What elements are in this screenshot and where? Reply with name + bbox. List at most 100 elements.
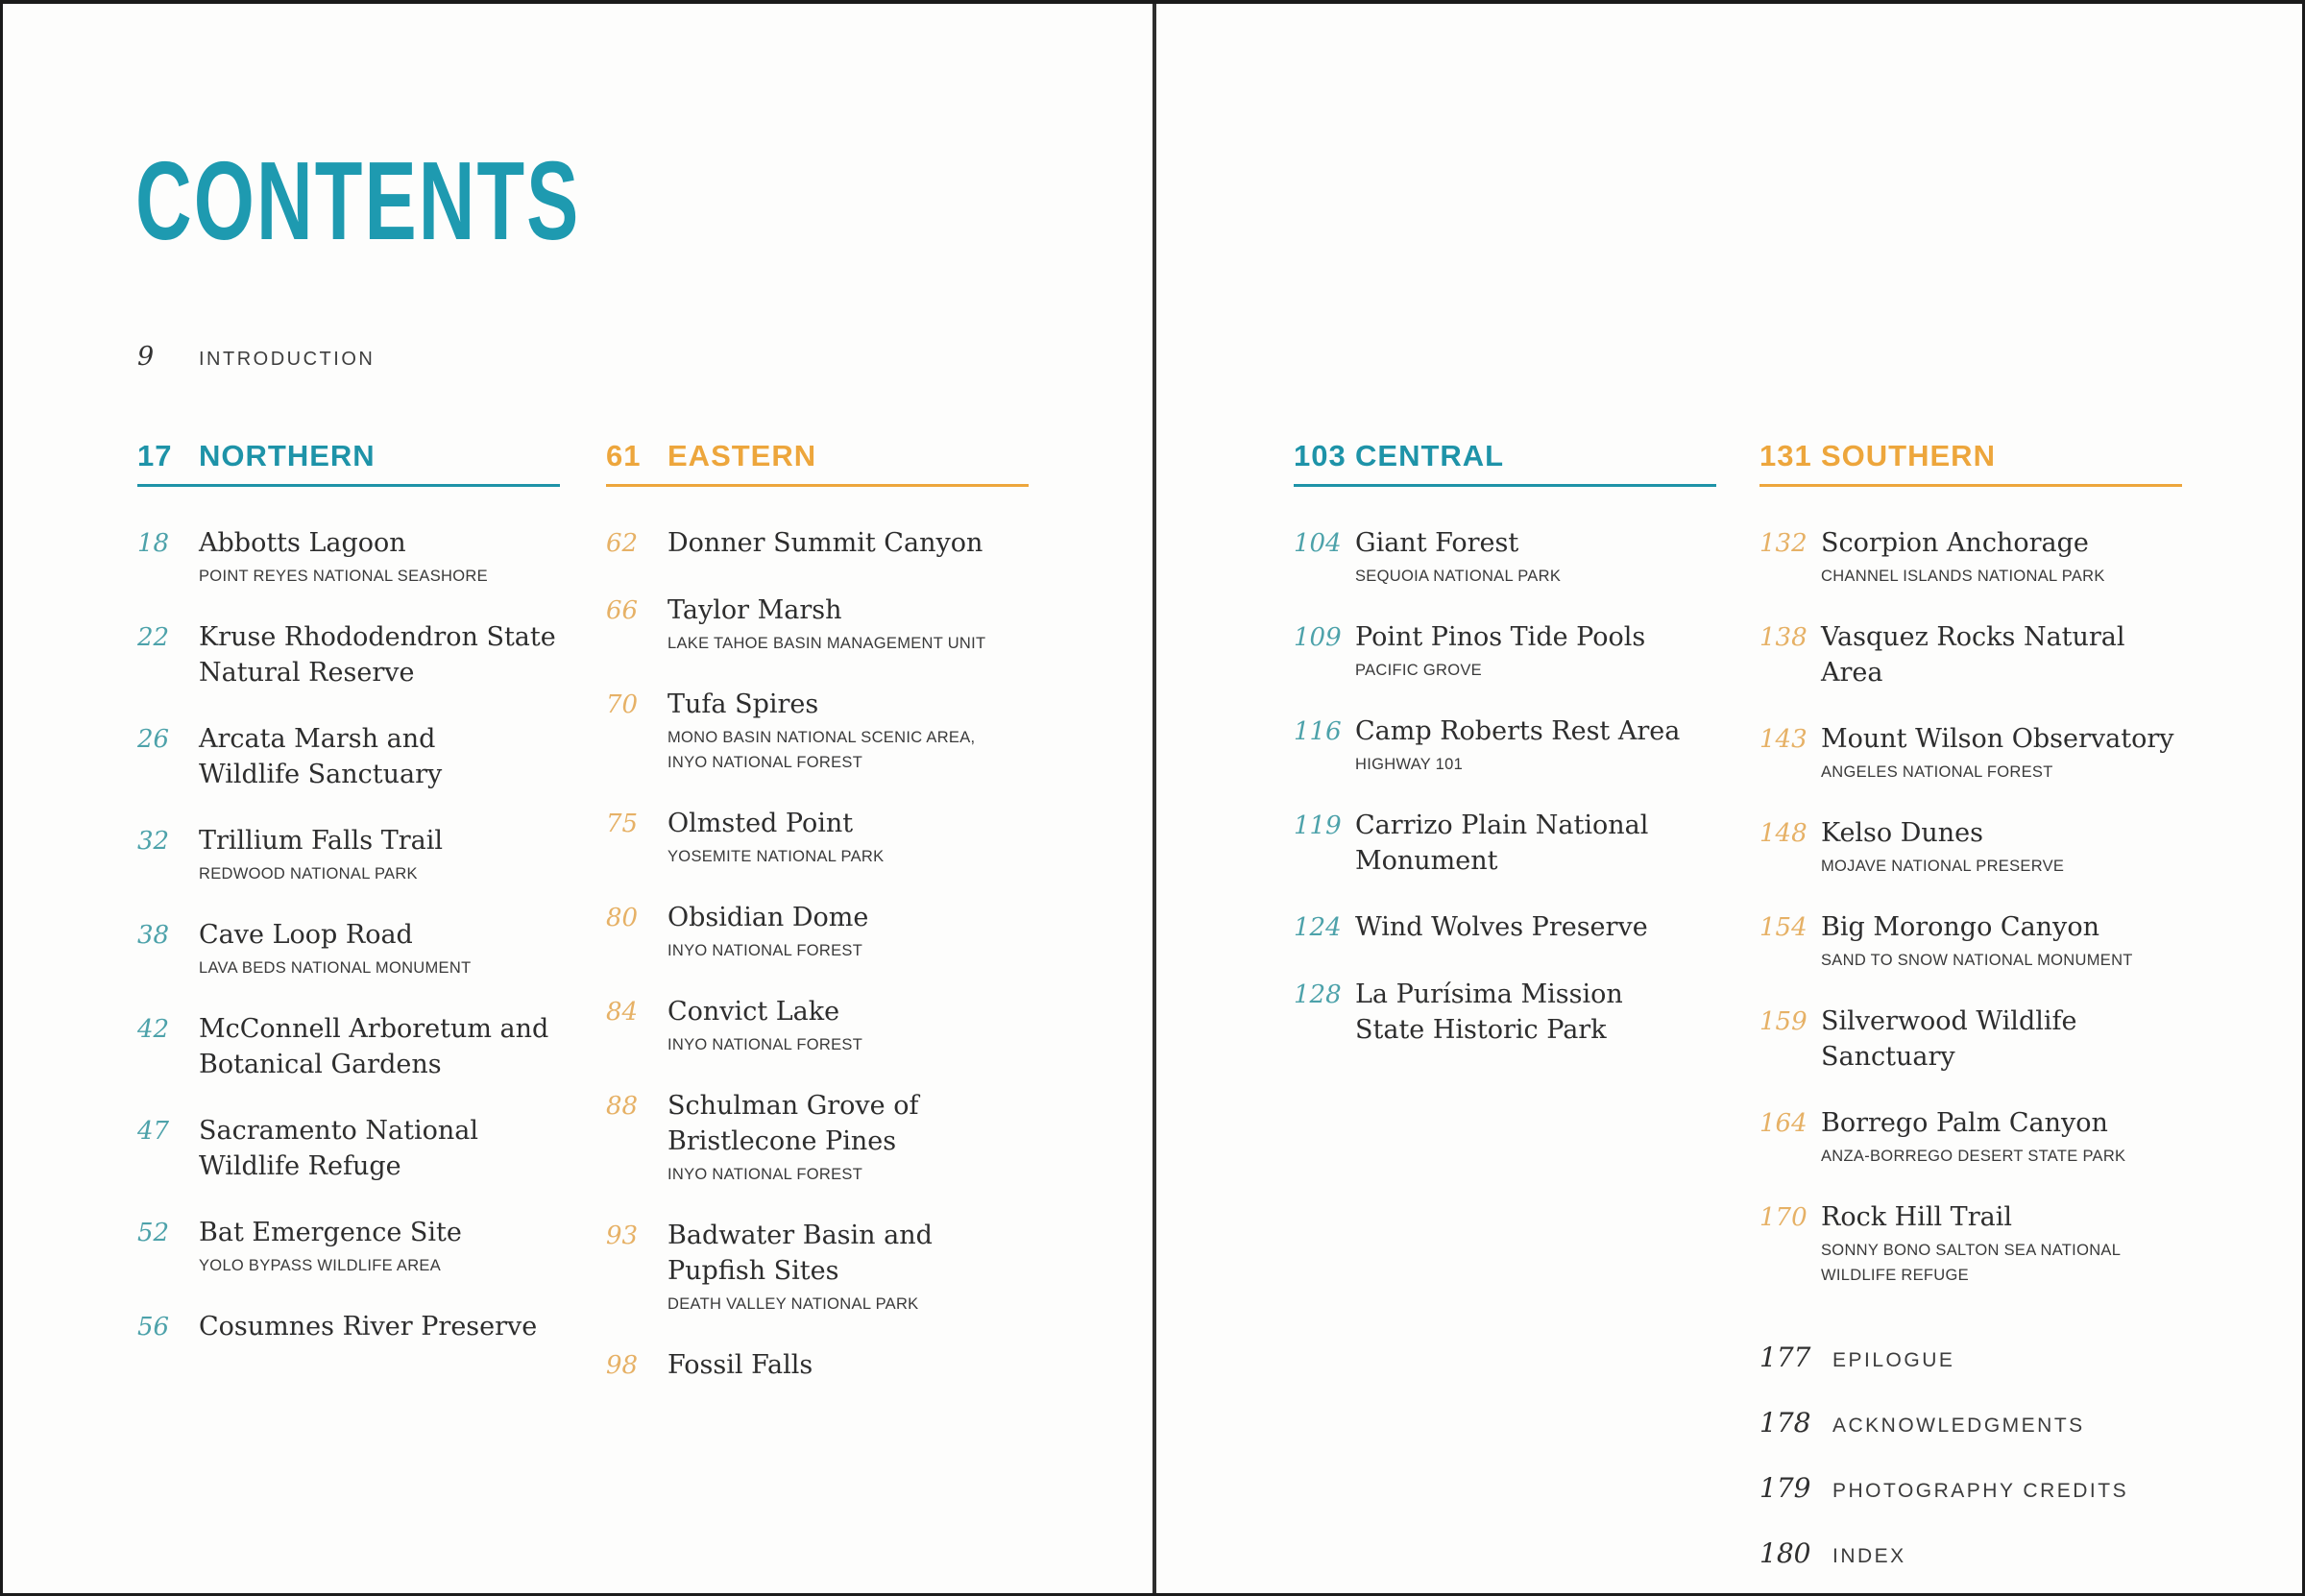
entry-page-number: 116 <box>1294 717 1342 746</box>
entry-title: Bat Emergence Site <box>199 1218 462 1247</box>
entry-text: Borrego Palm Canyon ANZA-BORREGO DESERT … <box>1821 1105 2182 1169</box>
toc-entry: 32 Trillium Falls Trail REDWOOD NATIONAL… <box>137 823 560 886</box>
entry-text: Tufa Spires MONO BASIN NATIONAL SCENIC A… <box>667 687 1029 775</box>
entry-page-number: 42 <box>137 1015 170 1044</box>
entry-page-number: 132 <box>1759 529 1808 558</box>
entry-title: Kruse Rhododendron State Natural Reserve <box>199 622 556 688</box>
entry-title: Scorpion Anchorage <box>1821 528 2089 558</box>
section-column-northern: 17 NORTHERN 18 Abbotts Lagoon POINT REYE… <box>137 441 560 1415</box>
entry-text: Giant Forest SEQUOIA NATIONAL PARK <box>1355 525 1716 589</box>
entry-title: Camp Roberts Rest Area <box>1355 716 1681 746</box>
entry-page-number: 159 <box>1759 1007 1808 1036</box>
toc-entry: 18 Abbotts Lagoon POINT REYES NATIONAL S… <box>137 525 560 589</box>
end-matter-row: 177 EPILOGUE <box>1759 1342 2182 1373</box>
section-page-number: 61 <box>606 439 642 472</box>
section-header: 103 CENTRAL <box>1294 441 1716 487</box>
entry-title: McConnell Arboretum and Botanical Garden… <box>199 1014 549 1079</box>
section-entry-list: 62 Donner Summit Canyon 66 Taylor Marsh … <box>606 525 1029 1384</box>
entry-title: Schulman Grove of Bristlecone Pines <box>667 1091 919 1156</box>
entry-title: Sacramento National Wildlife Refuge <box>199 1116 478 1181</box>
entry-title: Big Morongo Canyon <box>1821 912 2099 942</box>
toc-entry: 159 Silverwood Wildlife Sanctuary <box>1759 1004 2182 1075</box>
entry-text: Big Morongo Canyon SAND TO SNOW NATIONAL… <box>1821 909 2182 973</box>
toc-entry: 143 Mount Wilson Observatory ANGELES NAT… <box>1759 721 2182 785</box>
toc-entry: 128 La Purísima Mission State Historic P… <box>1294 977 1716 1048</box>
entry-page-number: 148 <box>1759 819 1808 848</box>
toc-entry: 132 Scorpion Anchorage CHANNEL ISLANDS N… <box>1759 525 2182 589</box>
entry-title: Borrego Palm Canyon <box>1821 1108 2108 1138</box>
section-title: NORTHERN <box>199 439 376 472</box>
section-title: SOUTHERN <box>1821 439 1996 472</box>
entry-subtitle: INYO NATIONAL FOREST <box>667 1166 863 1183</box>
entry-subtitle: MOJAVE NATIONAL PRESERVE <box>1821 858 2065 875</box>
entry-title: Badwater Basin and Pupfish Sites <box>667 1221 933 1286</box>
entry-text: Badwater Basin and Pupfish Sites DEATH V… <box>667 1218 1029 1317</box>
entry-title: Rock Hill Trail <box>1821 1202 2012 1232</box>
entry-title: Cave Loop Road <box>199 920 413 950</box>
toc-entry: 47 Sacramento National Wildlife Refuge <box>137 1113 560 1184</box>
end-matter: 177 EPILOGUE 178 ACKNOWLEDGMENTS 179 PHO… <box>1759 1342 2182 1569</box>
toc-entry: 66 Taylor Marsh LAKE TAHOE BASIN MANAGEM… <box>606 592 1029 656</box>
entry-subtitle: CHANNEL ISLANDS NATIONAL PARK <box>1821 568 2105 585</box>
section-header: 17 NORTHERN <box>137 441 560 487</box>
entry-page-number: 62 <box>606 529 639 558</box>
entry-text: Convict Lake INYO NATIONAL FOREST <box>667 994 1029 1057</box>
section-entry-list: 18 Abbotts Lagoon POINT REYES NATIONAL S… <box>137 525 560 1345</box>
entry-page-number: 84 <box>606 998 639 1027</box>
entry-page-number: 88 <box>606 1092 639 1121</box>
entry-title: Cosumnes River Preserve <box>199 1312 538 1342</box>
entry-subtitle: PACIFIC GROVE <box>1355 662 1482 679</box>
entry-subtitle: SEQUOIA NATIONAL PARK <box>1355 568 1562 585</box>
section-header: 61 EASTERN <box>606 441 1029 487</box>
entry-text: Scorpion Anchorage CHANNEL ISLANDS NATIO… <box>1821 525 2182 589</box>
entry-text: Rock Hill Trail SONNY BONO SALTON SEA NA… <box>1821 1199 2182 1288</box>
entry-page-number: 170 <box>1759 1203 1808 1232</box>
section-page-number: 131 <box>1759 439 1812 472</box>
entry-page-number: 128 <box>1294 980 1342 1009</box>
end-matter-label: PHOTOGRAPHY CREDITS <box>1832 1480 2129 1502</box>
entry-page-number: 98 <box>606 1351 639 1380</box>
end-matter-label: ACKNOWLEDGMENTS <box>1832 1415 2085 1437</box>
entry-page-number: 154 <box>1759 913 1808 942</box>
entry-page-number: 93 <box>606 1221 639 1250</box>
toc-entry: 98 Fossil Falls <box>606 1347 1029 1384</box>
entry-title: Wind Wolves Preserve <box>1355 912 1648 942</box>
entry-text: Kruse Rhododendron State Natural Reserve <box>199 619 560 690</box>
contents-title: CONTENTS <box>135 138 581 263</box>
entry-page-number: 80 <box>606 904 639 932</box>
entry-text: Cave Loop Road LAVA BEDS NATIONAL MONUME… <box>199 917 560 980</box>
toc-entry: 148 Kelso Dunes MOJAVE NATIONAL PRESERVE <box>1759 815 2182 879</box>
introduction-page-number: 9 <box>137 342 155 372</box>
entry-text: Abbotts Lagoon POINT REYES NATIONAL SEAS… <box>199 525 560 589</box>
toc-entry: 80 Obsidian Dome INYO NATIONAL FOREST <box>606 900 1029 963</box>
entry-text: Carrizo Plain National Monument <box>1355 808 1716 879</box>
toc-entry: 93 Badwater Basin and Pupfish Sites DEAT… <box>606 1218 1029 1317</box>
entry-subtitle: INYO NATIONAL FOREST <box>667 942 863 959</box>
entry-page-number: 66 <box>606 596 639 625</box>
section-column-southern: 131 SOUTHERN 132 Scorpion Anchorage CHAN… <box>1759 439 2182 1593</box>
toc-entry: 56 Cosumnes River Preserve <box>137 1309 560 1345</box>
section-entry-list: 104 Giant Forest SEQUOIA NATIONAL PARK 1… <box>1294 525 1716 1048</box>
entry-title: Obsidian Dome <box>667 903 869 932</box>
entry-subtitle: POINT REYES NATIONAL SEASHORE <box>199 568 488 585</box>
introduction-label: INTRODUCTION <box>199 349 376 370</box>
entry-page-number: 52 <box>137 1219 170 1247</box>
entry-page-number: 138 <box>1759 623 1808 652</box>
entry-title: Donner Summit Canyon <box>667 528 983 558</box>
entry-page-number: 109 <box>1294 623 1342 652</box>
entry-text: La Purísima Mission State Historic Park <box>1355 977 1716 1048</box>
entry-page-number: 38 <box>137 921 170 950</box>
entry-subtitle: INYO NATIONAL FOREST <box>667 1036 863 1053</box>
toc-entry: 75 Olmsted Point YOSEMITE NATIONAL PARK <box>606 806 1029 869</box>
entry-text: Donner Summit Canyon <box>667 525 1029 561</box>
entry-subtitle: HIGHWAY 101 <box>1355 756 1464 773</box>
toc-entry: 116 Camp Roberts Rest Area HIGHWAY 101 <box>1294 713 1716 777</box>
entry-subtitle: DEATH VALLEY NATIONAL PARK <box>667 1295 919 1313</box>
entry-title: Vasquez Rocks Natural Area <box>1821 622 2125 688</box>
section-page-number: 17 <box>137 439 173 472</box>
entry-subtitle: LAVA BEDS NATIONAL MONUMENT <box>199 959 472 977</box>
entry-subtitle: ANZA-BORREGO DESERT STATE PARK <box>1821 1148 2126 1165</box>
section-page-number: 103 <box>1294 439 1347 472</box>
entry-text: Point Pinos Tide Pools PACIFIC GROVE <box>1355 619 1716 683</box>
